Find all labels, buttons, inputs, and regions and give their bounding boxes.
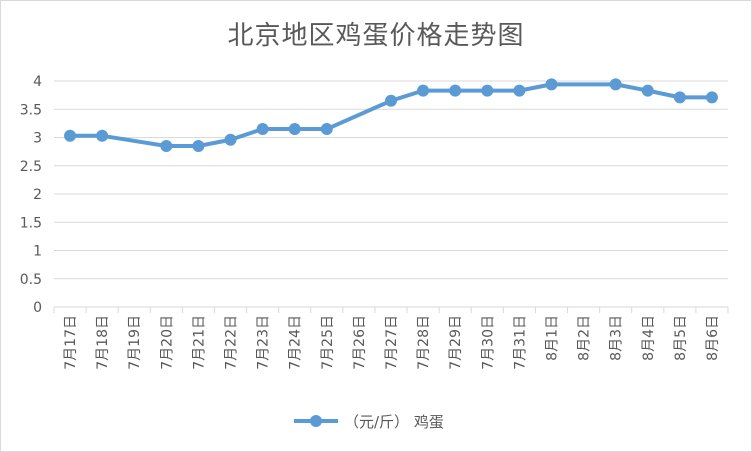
x-tick-label: 7月31日 bbox=[512, 315, 528, 370]
y-tick-label: 3.5 bbox=[20, 102, 42, 118]
x-tick-label: 7月28日 bbox=[416, 315, 432, 370]
chart-title: 北京地区鸡蛋价格走势图 bbox=[227, 21, 525, 51]
y-tick-label: 1.5 bbox=[20, 215, 42, 231]
data-point bbox=[160, 139, 173, 152]
y-tick-label: 0.5 bbox=[20, 272, 42, 288]
y-tick-label: 3 bbox=[33, 131, 42, 147]
data-point bbox=[64, 129, 77, 142]
x-tick-label: 7月17日 bbox=[63, 315, 79, 370]
x-tick-label: 7月27日 bbox=[384, 315, 400, 370]
data-point bbox=[449, 84, 462, 97]
x-tick-label: 7月20日 bbox=[159, 315, 175, 370]
data-point bbox=[385, 94, 397, 107]
data-point bbox=[224, 133, 237, 146]
x-tick-label: 8月3日 bbox=[609, 315, 625, 361]
x-tick-label: 7月24日 bbox=[288, 315, 304, 370]
x-tick-label: 7月22日 bbox=[224, 315, 240, 370]
x-tick-label: 8月5日 bbox=[673, 315, 689, 361]
legend-label: （元/斤） 鸡蛋 bbox=[344, 413, 444, 431]
y-tick-label: 0 bbox=[33, 300, 42, 316]
x-tick-label: 8月6日 bbox=[705, 315, 721, 361]
x-tick-label: 7月26日 bbox=[352, 315, 368, 370]
x-tick-label: 8月4日 bbox=[641, 315, 657, 361]
data-point bbox=[320, 123, 333, 136]
x-tick-label: 8月1日 bbox=[544, 315, 560, 361]
data-point bbox=[96, 129, 109, 142]
x-tick-label: 7月21日 bbox=[191, 315, 207, 370]
data-point bbox=[545, 78, 558, 91]
y-tick-label: 4 bbox=[33, 74, 42, 90]
data-point bbox=[641, 84, 654, 97]
x-tick-label: 7月29日 bbox=[448, 315, 464, 370]
x-tick-label: 7月23日 bbox=[256, 315, 272, 370]
y-tick-label: 2 bbox=[33, 187, 42, 203]
data-point bbox=[417, 84, 430, 97]
x-tick-label: 7月25日 bbox=[320, 315, 336, 370]
x-tick-label: 8月2日 bbox=[577, 315, 593, 361]
y-tick-label: 1 bbox=[33, 244, 42, 260]
data-point bbox=[705, 91, 718, 104]
data-point bbox=[481, 84, 494, 97]
data-point bbox=[192, 139, 205, 152]
data-point bbox=[513, 84, 526, 97]
legend-marker bbox=[310, 415, 322, 427]
data-point bbox=[673, 91, 686, 104]
data-point bbox=[288, 123, 301, 136]
x-tick-label: 7月30日 bbox=[480, 315, 496, 370]
x-tick-label: 7月18日 bbox=[95, 315, 111, 370]
data-point bbox=[609, 78, 622, 91]
y-tick-label: 2.5 bbox=[20, 159, 42, 175]
x-tick-label: 7月19日 bbox=[127, 315, 143, 370]
data-point bbox=[256, 123, 269, 136]
series-line bbox=[70, 82, 712, 148]
